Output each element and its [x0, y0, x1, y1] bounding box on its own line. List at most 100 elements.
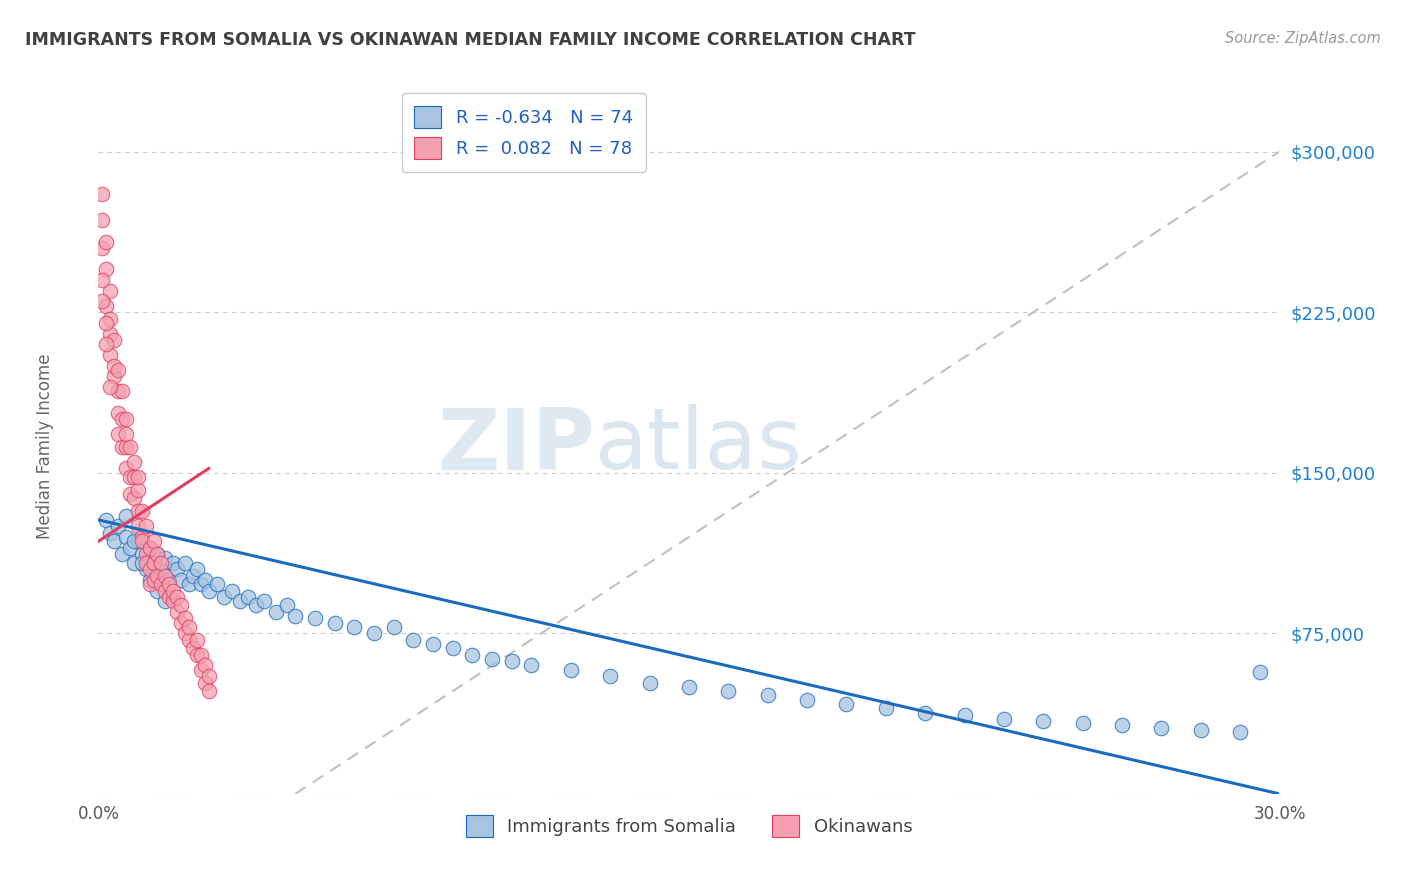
- Point: [170, 599, 193, 613]
- Point: [111, 412, 134, 426]
- Point: [186, 562, 208, 576]
- Point: [190, 577, 212, 591]
- Point: [157, 577, 180, 591]
- Point: [1111, 718, 1133, 732]
- Point: [181, 568, 204, 582]
- Point: [142, 573, 165, 587]
- Point: [146, 547, 169, 561]
- Point: [162, 594, 184, 608]
- Point: [118, 440, 141, 454]
- Point: [115, 461, 138, 475]
- Point: [166, 562, 188, 576]
- Point: [135, 562, 157, 576]
- Point: [157, 590, 180, 604]
- Point: [107, 427, 129, 442]
- Point: [441, 641, 464, 656]
- Point: [953, 707, 976, 722]
- Text: IMMIGRANTS FROM SOMALIA VS OKINAWAN MEDIAN FAMILY INCOME CORRELATION CHART: IMMIGRANTS FROM SOMALIA VS OKINAWAN MEDI…: [25, 31, 915, 49]
- Point: [131, 530, 153, 544]
- Point: [98, 348, 121, 362]
- Point: [98, 380, 121, 394]
- Point: [91, 273, 114, 287]
- Point: [599, 669, 621, 683]
- Point: [166, 590, 188, 604]
- Point: [96, 513, 118, 527]
- Point: [875, 701, 897, 715]
- Point: [221, 583, 243, 598]
- Point: [122, 455, 145, 469]
- Point: [122, 556, 145, 570]
- Point: [127, 470, 149, 484]
- Point: [107, 519, 129, 533]
- Point: [103, 534, 125, 549]
- Point: [115, 530, 138, 544]
- Point: [197, 684, 219, 698]
- Point: [560, 663, 582, 677]
- Point: [96, 262, 118, 277]
- Point: [91, 213, 114, 227]
- Point: [107, 406, 129, 420]
- Point: [111, 384, 134, 399]
- Point: [170, 573, 193, 587]
- Point: [1071, 716, 1094, 731]
- Point: [402, 632, 425, 647]
- Point: [127, 534, 149, 549]
- Point: [142, 556, 165, 570]
- Point: [96, 316, 118, 330]
- Point: [284, 609, 307, 624]
- Point: [1189, 723, 1212, 737]
- Point: [717, 684, 740, 698]
- Point: [422, 637, 444, 651]
- Point: [194, 675, 217, 690]
- Point: [138, 541, 160, 555]
- Point: [138, 577, 160, 591]
- Point: [127, 519, 149, 533]
- Point: [1249, 665, 1271, 679]
- Point: [138, 562, 160, 576]
- Text: Median Family Income: Median Family Income: [37, 353, 55, 539]
- Point: [142, 556, 165, 570]
- Point: [131, 534, 153, 549]
- Point: [131, 547, 153, 561]
- Point: [122, 491, 145, 506]
- Point: [96, 337, 118, 351]
- Point: [382, 620, 405, 634]
- Point: [115, 427, 138, 442]
- Text: atlas: atlas: [595, 404, 803, 488]
- Point: [229, 594, 252, 608]
- Point: [157, 573, 180, 587]
- Point: [150, 562, 173, 576]
- Point: [138, 541, 160, 555]
- Point: [150, 577, 173, 591]
- Point: [138, 573, 160, 587]
- Point: [194, 658, 217, 673]
- Point: [174, 626, 197, 640]
- Point: [166, 605, 188, 619]
- Point: [115, 440, 138, 454]
- Point: [181, 641, 204, 656]
- Point: [142, 534, 165, 549]
- Point: [276, 599, 298, 613]
- Point: [245, 599, 267, 613]
- Point: [190, 648, 212, 662]
- Point: [162, 583, 184, 598]
- Point: [678, 680, 700, 694]
- Point: [1229, 724, 1251, 739]
- Point: [115, 412, 138, 426]
- Point: [103, 369, 125, 384]
- Point: [236, 590, 259, 604]
- Point: [162, 556, 184, 570]
- Point: [177, 620, 200, 634]
- Point: [131, 504, 153, 518]
- Point: [253, 594, 276, 608]
- Point: [155, 594, 177, 608]
- Point: [177, 577, 200, 591]
- Point: [190, 663, 212, 677]
- Text: ZIP: ZIP: [437, 404, 595, 488]
- Point: [835, 697, 858, 711]
- Point: [111, 547, 134, 561]
- Point: [91, 241, 114, 255]
- Point: [98, 284, 121, 298]
- Text: Source: ZipAtlas.com: Source: ZipAtlas.com: [1225, 31, 1381, 46]
- Point: [914, 706, 936, 720]
